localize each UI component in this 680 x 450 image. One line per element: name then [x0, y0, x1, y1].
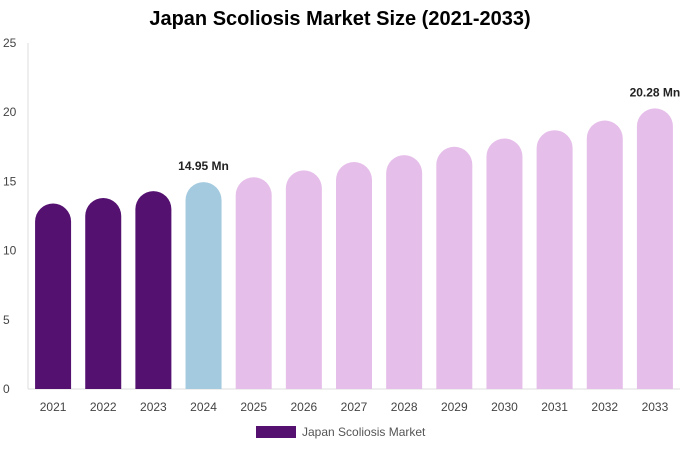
y-tick-label: 10	[3, 244, 17, 258]
bar-2026[interactable]	[285, 170, 322, 389]
x-tick-label: 2029	[441, 400, 468, 414]
x-tick-label: 2032	[591, 400, 618, 414]
legend-swatch	[256, 426, 296, 438]
bar-2031[interactable]	[536, 130, 573, 389]
y-tick-label: 25	[3, 36, 17, 50]
y-tick-label: 20	[3, 105, 17, 119]
bar-2021[interactable]	[35, 203, 72, 389]
y-tick-label: 5	[3, 313, 10, 327]
x-tick-label: 2031	[541, 400, 568, 414]
x-tick-label: 2021	[40, 400, 67, 414]
x-tick-label: 2024	[190, 400, 217, 414]
bar-2022[interactable]	[85, 198, 122, 389]
x-tick-label: 2027	[341, 400, 368, 414]
bar-2029[interactable]	[436, 146, 473, 389]
bar-2025[interactable]	[235, 177, 272, 389]
x-tick-label: 2030	[491, 400, 518, 414]
bar-2030[interactable]	[486, 138, 523, 389]
bar-2027[interactable]	[336, 162, 372, 389]
bar-2032[interactable]	[586, 120, 623, 389]
legend-label: Japan Scoliosis Market	[302, 425, 426, 439]
bar-2023[interactable]	[135, 191, 172, 389]
x-tick-label: 2025	[240, 400, 267, 414]
y-tick-label: 0	[3, 382, 10, 396]
bar-2024[interactable]	[185, 182, 222, 389]
x-tick-label: 2028	[391, 400, 418, 414]
x-tick-label: 2022	[90, 400, 117, 414]
y-tick-label: 15	[3, 174, 17, 188]
x-tick-label: 2026	[290, 400, 317, 414]
x-tick-label: 2033	[642, 400, 669, 414]
bar-2033[interactable]	[636, 108, 673, 389]
legend[interactable]: Japan Scoliosis Market	[256, 425, 425, 439]
x-tick-label: 2023	[140, 400, 167, 414]
bar-2028[interactable]	[386, 155, 423, 389]
data-label: 20.28 Mn	[630, 85, 680, 99]
data-label: 14.95 Mn	[178, 159, 229, 173]
chart-title: Japan Scoliosis Market Size (2021-2033)	[149, 8, 531, 30]
